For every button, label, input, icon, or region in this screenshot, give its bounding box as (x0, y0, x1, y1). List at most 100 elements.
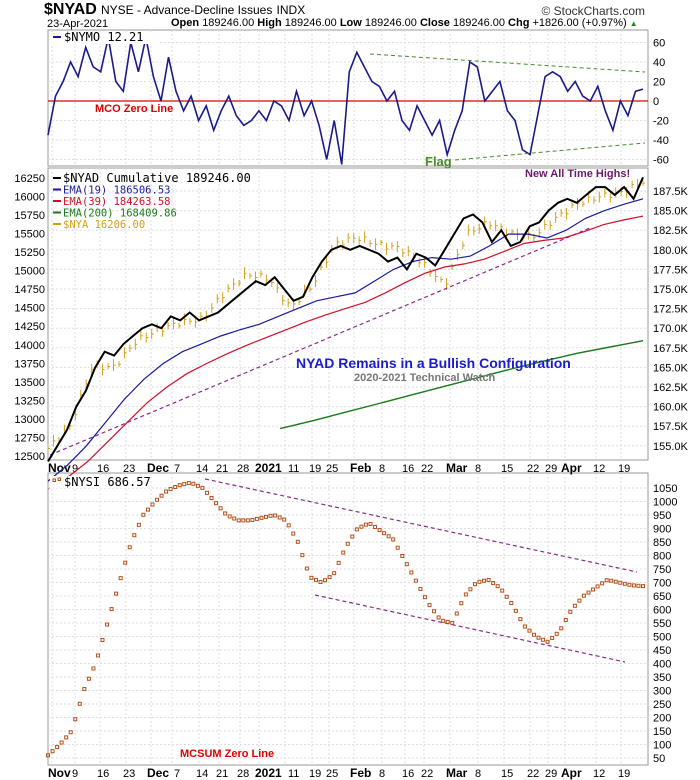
nysi-point (345, 541, 350, 546)
nysi-point (218, 506, 223, 511)
x-tick-label: Apr (561, 766, 582, 780)
description: NYSE - Advance-Decline Issues (100, 3, 273, 17)
flag-upper-line (369, 53, 646, 73)
nysi-point (268, 513, 273, 518)
nysi-point (359, 524, 364, 529)
nysi-point (500, 588, 505, 593)
x-tick-label: 22 (527, 463, 539, 475)
y-tick-label: 0 (653, 96, 659, 108)
nysi-point (145, 507, 150, 512)
nysi-point (609, 578, 614, 583)
nysi-point (641, 584, 645, 589)
high-value: 189246.00 (284, 17, 337, 29)
date: 23-Apr-2021 (47, 18, 109, 30)
chg-label: Chg (508, 17, 530, 29)
x-tick-label: 12 (593, 463, 605, 475)
nysi-point (291, 531, 296, 536)
nysi-point (259, 515, 264, 520)
y-tick-label: 600 (653, 605, 671, 617)
nysi-point (141, 512, 146, 517)
nysi-point (159, 493, 164, 498)
x-tick-label: Dec (147, 766, 169, 780)
nysi-point (73, 717, 78, 722)
nysi-point (572, 603, 577, 608)
y-tick-label: -20 (653, 116, 669, 128)
nysi-point (191, 481, 196, 486)
y-tick-label: 350 (653, 672, 671, 684)
nysi-point (91, 666, 96, 671)
right-y-tick-label: 177.5K (653, 264, 689, 276)
nysi-point (332, 571, 337, 576)
nysi-point (531, 632, 536, 637)
x-tick-label: 19 (309, 768, 321, 780)
nysi-point (541, 637, 546, 642)
nysi-point (595, 584, 600, 589)
nyad-legend-item: $NYAD Cumulative 189246.00 (63, 171, 251, 185)
nysi-point (182, 482, 187, 487)
nysi-point (59, 740, 64, 745)
nysi-point (432, 609, 437, 614)
nysi-point (300, 553, 305, 558)
mco-zero-label: MCO Zero Line (95, 103, 173, 115)
x-tick-label: Nov (48, 766, 71, 780)
left-y-tick-label: 13000 (14, 414, 45, 426)
y-tick-label: 950 (653, 510, 671, 522)
y-tick-label: 200 (653, 713, 671, 725)
y-tick-label: 250 (653, 699, 671, 711)
nysi-point (295, 539, 300, 544)
nysi-point (386, 534, 391, 539)
nysi-point (114, 591, 119, 596)
left-y-tick-label: 12500 (14, 451, 45, 463)
y-tick-label: 300 (653, 686, 671, 698)
nysi-point (118, 576, 123, 581)
new-highs-label: New All Time Highs! (525, 168, 630, 180)
x-tick-label: 7 (174, 768, 180, 780)
x-tick-label: 9 (72, 463, 78, 475)
nysi-legend-swatch (52, 478, 56, 482)
nysi-point (604, 578, 609, 583)
nysi-point (186, 481, 191, 486)
chg-value: +1826.00 (+0.97%) (532, 17, 627, 29)
left-y-tick-label: 16000 (14, 192, 45, 204)
nysi-point (427, 603, 432, 608)
y-tick-label: -60 (653, 155, 669, 167)
x-tick-label: 8 (475, 463, 481, 475)
y-tick-label: 650 (653, 591, 671, 603)
left-y-tick-label: 13500 (14, 377, 45, 389)
right-y-tick-label: 160.0K (653, 402, 689, 414)
nysi-point (245, 518, 250, 523)
nysi-point (277, 515, 282, 520)
nysi-point (132, 533, 137, 538)
x-tick-label: Nov (48, 461, 71, 475)
x-tick-label: 19 (309, 463, 321, 475)
up-arrow-icon: ▲ (629, 19, 638, 28)
x-tick-label: 15 (501, 768, 513, 780)
exchange: INDX (276, 3, 306, 17)
nysi-point (100, 638, 105, 643)
left-y-tick-label: 13250 (14, 395, 45, 407)
x-tick-label: 8 (379, 463, 385, 475)
x-tick-label: Feb (350, 461, 371, 475)
nysi-point (545, 639, 550, 644)
x-tick-label: Apr (561, 461, 582, 475)
y-tick-label: 1000 (653, 497, 677, 509)
x-tick-label: 16 (402, 768, 414, 780)
nysi-point (450, 620, 455, 625)
nyad-legend-item: $NYA 16206.00 (63, 219, 145, 231)
nysi-point (363, 522, 368, 527)
nysi-point (636, 583, 641, 588)
x-tick-label: 23 (123, 768, 135, 780)
right-y-tick-label: 175.0K (653, 284, 689, 296)
nysi-point (223, 511, 228, 516)
nysi-point (254, 516, 259, 521)
nysi-point (527, 628, 532, 633)
nysi-point (454, 611, 459, 616)
x-tick-label: 8 (475, 768, 481, 780)
y-tick-label: 450 (653, 645, 671, 657)
nysi-point (68, 730, 73, 735)
nysi-point (600, 581, 605, 586)
nysi-point (477, 579, 482, 584)
nysi-point (214, 501, 219, 506)
